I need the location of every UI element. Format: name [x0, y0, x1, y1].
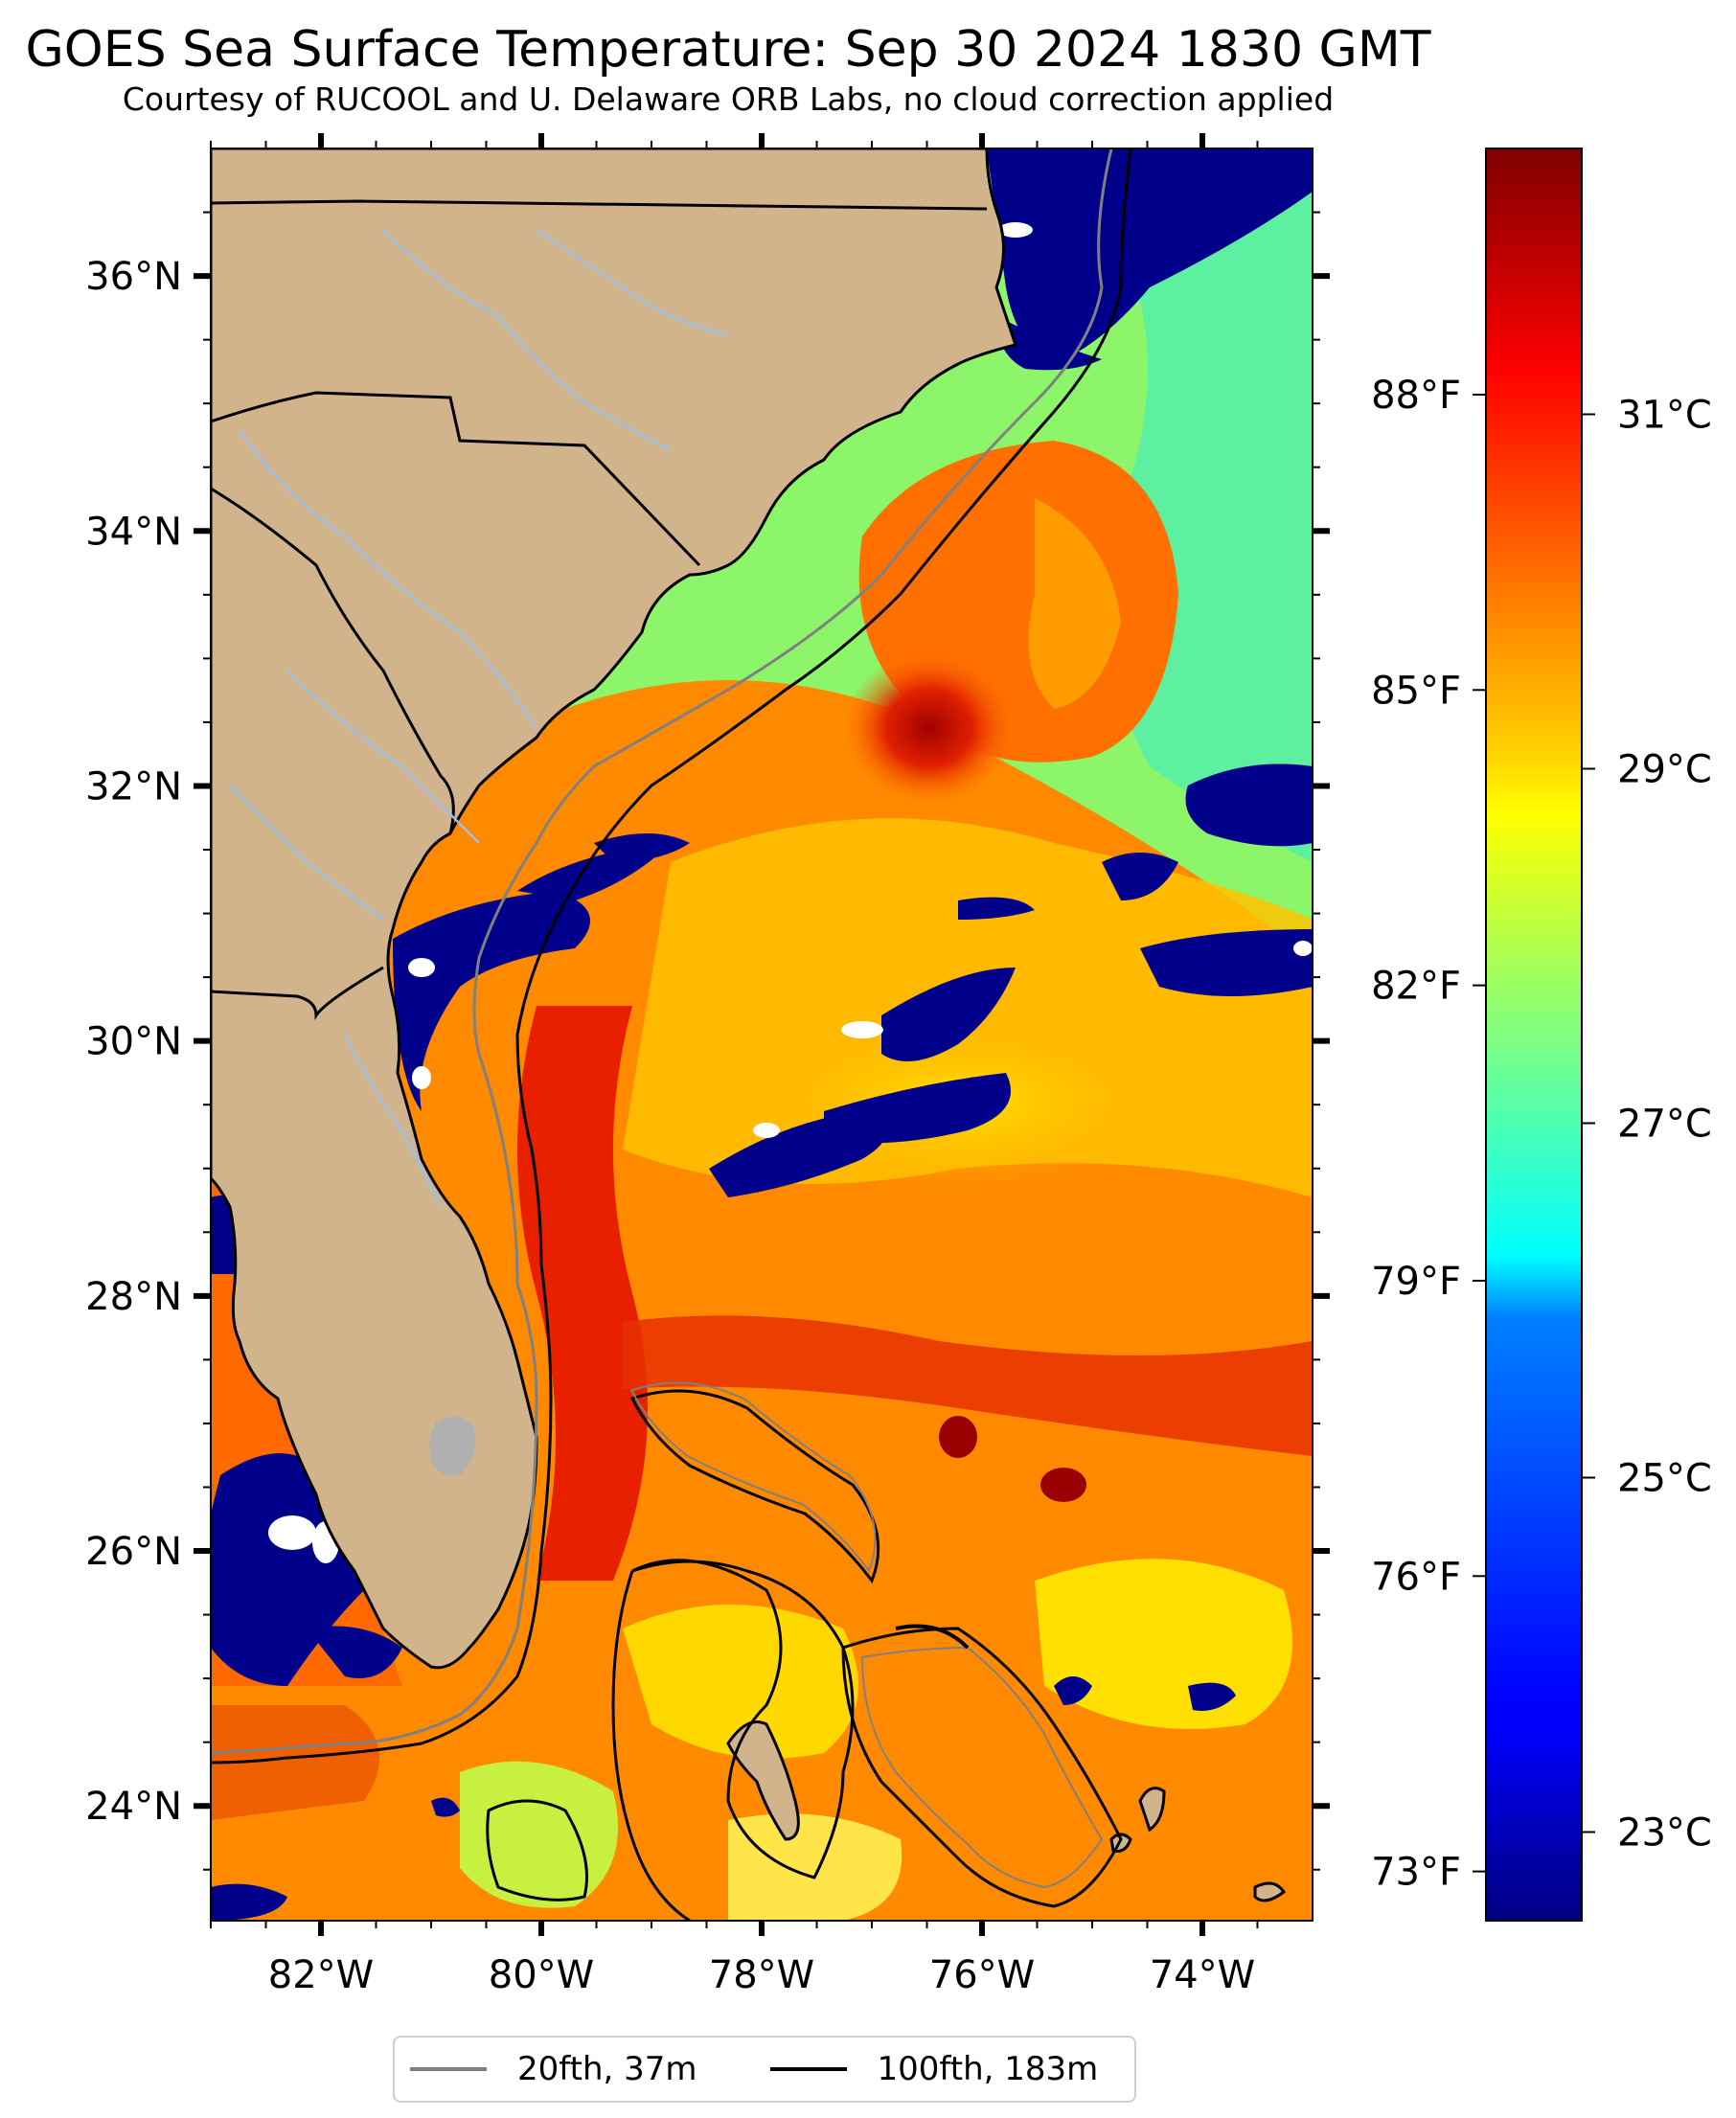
lat-tick-label: 28°N [85, 1275, 182, 1319]
lon-tick-label: 76°W [929, 1953, 1035, 1997]
sst-south-patch-3 [460, 1761, 618, 1908]
sst-eddy-ring [1028, 498, 1121, 709]
land-us-florida [211, 148, 1017, 1670]
map-subtitle: Courtesy of RUCOOL and U. Delaware ORB L… [122, 80, 1335, 118]
map-title: GOES Sea Surface Temperature: Sep 30 202… [25, 21, 1431, 79]
celsius-tick-label: 23°C [1617, 1811, 1712, 1856]
lon-tick-label: 82°W [268, 1953, 374, 1997]
isobath-20fth [211, 148, 1113, 1755]
sst-south-patch-4 [728, 1813, 902, 1921]
legend-item-100fth: 100fth, 183m [769, 2050, 1099, 2088]
lat-tick-label: 36°N [85, 255, 182, 299]
sst-gulf-stream [517, 1006, 648, 1581]
legend-label-100fth: 100fth, 183m [877, 2050, 1099, 2088]
lat-tick-label: 30°N [85, 1020, 182, 1064]
fahrenheit-tick-label: 85°F [1371, 669, 1461, 713]
fahrenheit-tick-label: 73°F [1371, 1851, 1461, 1895]
colorbar-fahrenheit-ticks: 88°F 85°F 82°F 79°F 76°F 73°F [1371, 374, 1486, 1895]
colorbar-celsius-ticks: 31°C 29°C 27°C 25°C 23°C [1582, 394, 1712, 1856]
legend-label-20fth: 20fth, 37m [517, 2050, 697, 2088]
celsius-tick-label: 31°C [1617, 394, 1712, 438]
lat-tick-label: 32°N [85, 764, 182, 808]
lake-okeechobee [429, 1416, 475, 1476]
legend-swatch-100fth [769, 2067, 847, 2071]
celsius-tick-label: 27°C [1617, 1103, 1712, 1147]
isobath-100fth [211, 148, 1132, 1765]
legend: 20fth, 37m 100fth, 183m [393, 2036, 1136, 2103]
sst-cool-offshore [1054, 148, 1313, 862]
rivers [229, 228, 729, 1208]
lon-tick-label: 78°W [709, 1953, 814, 1997]
fahrenheit-tick-label: 82°F [1371, 965, 1461, 1009]
lat-tick-label: 34°N [85, 510, 182, 554]
bahamas-banks [486, 1381, 1123, 1921]
lon-tick-label: 74°W [1150, 1953, 1255, 1997]
sst-eddy-core [843, 651, 1016, 805]
sst-south-patch-2 [1035, 1559, 1292, 1729]
cloud-mask [211, 148, 1313, 1921]
lat-tick-label: 26°N [85, 1530, 182, 1574]
fahrenheit-tick-label: 79°F [1371, 1260, 1461, 1304]
latitude-axis: 36°N 34°N 32°N 30°N 28°N 26°N 24°N [85, 255, 1330, 1829]
sst-map [211, 148, 1313, 1921]
legend-swatch-20fth [410, 2067, 487, 2071]
sst-south-patch-1 [623, 1605, 858, 1759]
sst-hotspot-1 [939, 1416, 977, 1458]
sst-warm-band [623, 1315, 1313, 1456]
colorbar [1485, 148, 1583, 1922]
state-borders [211, 199, 988, 1020]
lat-tick-label: 24°N [85, 1785, 182, 1829]
fahrenheit-tick-label: 76°F [1371, 1555, 1461, 1599]
sst-hotspot-2 [1040, 1468, 1086, 1502]
longitude-axis: 82°W 80°W 78°W 76°W 74°W [268, 133, 1255, 1997]
sst-keys-warm [211, 1705, 379, 1820]
legend-item-20fth: 20fth, 37m [410, 2050, 697, 2088]
celsius-tick-label: 25°C [1617, 1457, 1712, 1501]
fahrenheit-tick-label: 88°F [1371, 374, 1461, 418]
celsius-tick-label: 29°C [1617, 748, 1712, 792]
lon-tick-label: 80°W [489, 1953, 594, 1997]
